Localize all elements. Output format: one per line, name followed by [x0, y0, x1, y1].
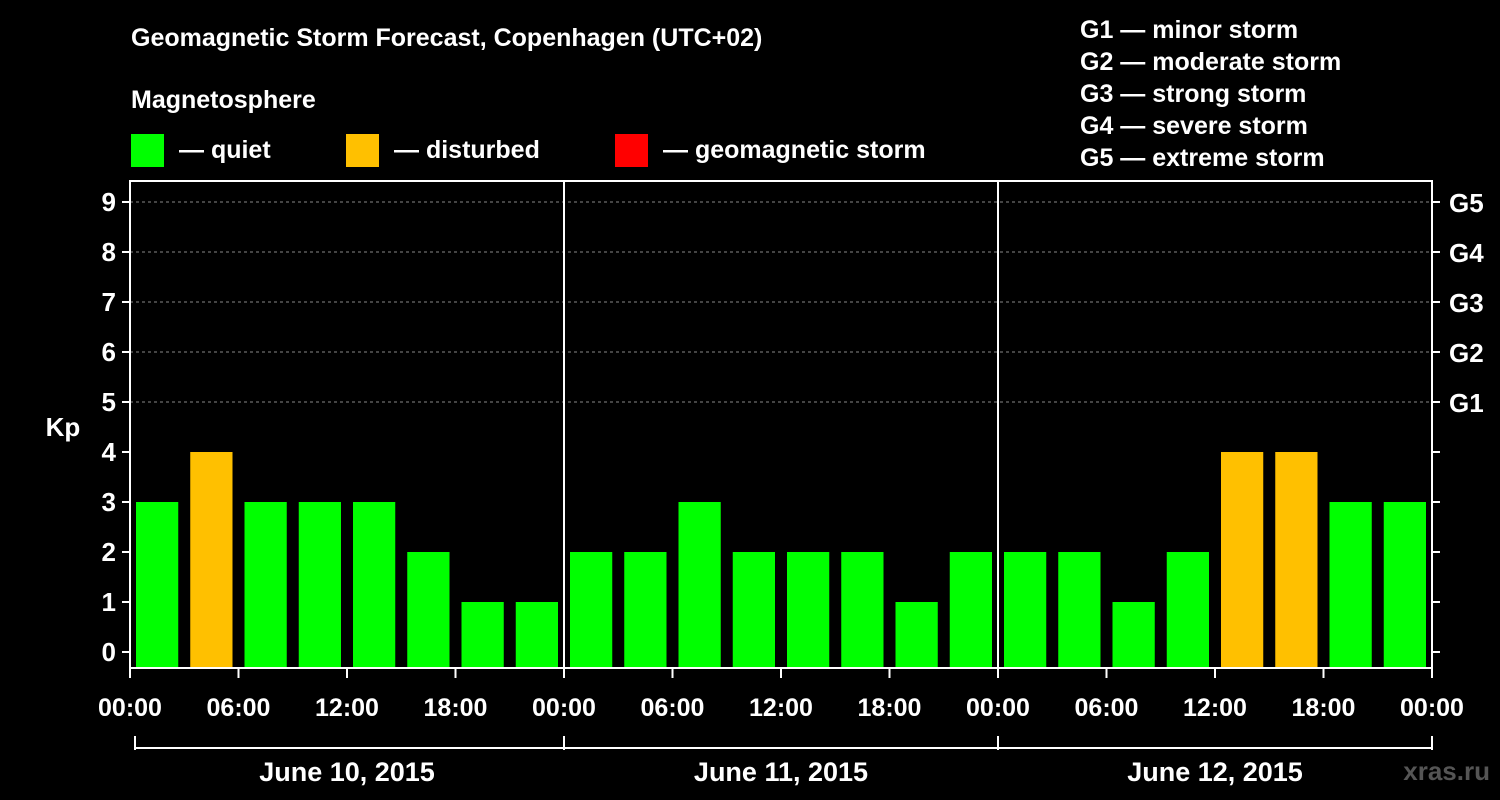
x-tick-label: 18:00 — [858, 694, 922, 722]
legend-label-storm: — geomagnetic storm — [663, 135, 926, 164]
kp-bar — [353, 502, 396, 668]
kp-bar — [1004, 552, 1047, 668]
x-tick-label: 18:00 — [1292, 694, 1356, 722]
legend-label-disturbed: — disturbed — [394, 135, 540, 164]
x-tick-label: 00:00 — [1400, 694, 1464, 722]
y-tick-label: 5 — [102, 387, 116, 417]
kp-bar — [1275, 452, 1318, 668]
legend-title: Magnetosphere — [131, 86, 316, 114]
legend-swatch-storm — [615, 133, 648, 167]
g-level-label: G2 — [1449, 338, 1484, 368]
kp-bar — [1221, 452, 1264, 668]
kp-bar — [787, 552, 830, 668]
day-label: June 12, 2015 — [1127, 757, 1303, 787]
x-tick-label: 06:00 — [641, 694, 705, 722]
x-tick-label: 12:00 — [749, 694, 813, 722]
kp-bar — [1383, 502, 1426, 668]
y-tick-label: 8 — [102, 237, 116, 267]
y-tick-label: 0 — [102, 637, 116, 667]
kp-bar — [841, 552, 884, 668]
legend-item-disturbed: — disturbed — [346, 133, 540, 167]
kp-bar — [298, 502, 341, 668]
chart-title: Geomagnetic Storm Forecast, Copenhagen (… — [131, 24, 763, 52]
kp-bar — [515, 602, 558, 668]
g-scale-item: G5 — extreme storm — [1080, 144, 1325, 172]
legend-label-quiet: — quiet — [179, 135, 271, 164]
x-tick-label: 00:00 — [98, 694, 162, 722]
kp-bar — [461, 602, 504, 668]
x-tick-label: 12:00 — [315, 694, 379, 722]
legend-item-quiet: — quiet — [131, 133, 271, 167]
kp-bar — [244, 502, 287, 668]
x-tick-label: 06:00 — [207, 694, 271, 722]
watermark: xras.ru — [1403, 756, 1490, 786]
g-scale-item: G3 — strong storm — [1080, 80, 1307, 108]
kp-bar — [624, 552, 667, 668]
kp-bar — [895, 602, 938, 668]
y-tick-label: 7 — [102, 287, 116, 317]
y-tick-label: 6 — [102, 337, 116, 367]
legend-swatch-disturbed — [346, 133, 379, 167]
kp-bar — [136, 502, 179, 668]
kp-bar — [1166, 552, 1209, 668]
g-level-label: G3 — [1449, 288, 1484, 318]
g-level-label: G1 — [1449, 388, 1484, 418]
g-scale-item: G1 — minor storm — [1080, 16, 1299, 44]
x-tick-label: 00:00 — [532, 694, 596, 722]
y-tick-label: 2 — [102, 537, 116, 567]
g-level-label: G5 — [1449, 188, 1484, 218]
y-tick-label: 4 — [102, 437, 117, 467]
kp-bar — [949, 552, 992, 668]
day-label: June 11, 2015 — [694, 757, 868, 787]
day-label: June 10, 2015 — [259, 757, 435, 787]
kp-bar — [190, 452, 233, 668]
y-tick-label: 9 — [102, 187, 116, 217]
y-axis-label: Kp — [46, 412, 81, 442]
legend-swatch-quiet — [131, 133, 164, 167]
x-tick-label: 18:00 — [424, 694, 488, 722]
kp-bar — [570, 552, 613, 668]
kp-bar — [1112, 602, 1155, 668]
x-tick-label: 00:00 — [966, 694, 1030, 722]
kp-bar — [407, 552, 450, 668]
y-tick-label: 3 — [102, 487, 116, 517]
kp-bar — [732, 552, 775, 668]
x-tick-label: 12:00 — [1183, 694, 1247, 722]
legend-item-storm: — geomagnetic storm — [615, 133, 926, 167]
g-scale-item: G4 — severe storm — [1080, 112, 1308, 140]
g-level-label: G4 — [1449, 238, 1484, 268]
y-tick-label: 1 — [102, 587, 116, 617]
kp-bar — [678, 502, 721, 668]
g-scale-list: G1 — minor storm G2 — moderate storm G3 … — [1080, 14, 1341, 174]
x-tick-label: 06:00 — [1075, 694, 1139, 722]
kp-bar — [1329, 502, 1372, 668]
kp-bar — [1058, 552, 1101, 668]
g-scale-item: G2 — moderate storm — [1080, 48, 1342, 76]
